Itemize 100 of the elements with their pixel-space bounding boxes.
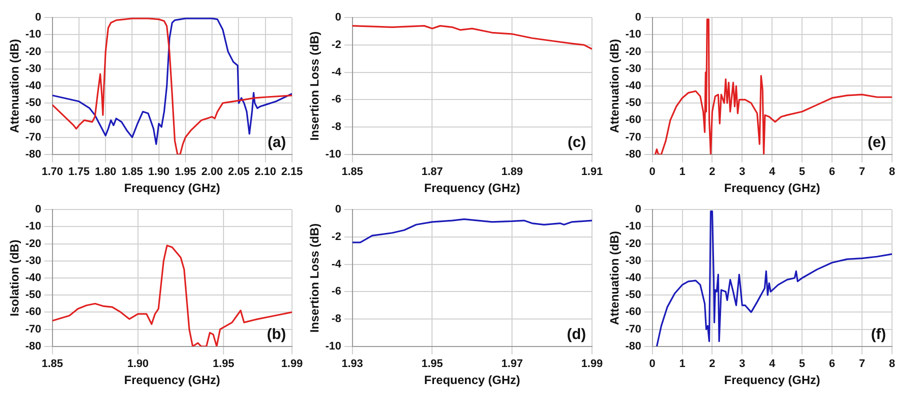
- x-tick-label: 2: [709, 358, 716, 370]
- x-tick-label: 3: [739, 166, 746, 178]
- y-tick-label: -30: [625, 62, 642, 75]
- x-axis-title: Frequency (GHz): [124, 373, 220, 388]
- y-tick-label: -50: [25, 97, 42, 110]
- x-tick-label: 0: [649, 166, 656, 178]
- y-tick-label: -10: [625, 220, 642, 233]
- y-tick-label: -70: [25, 323, 42, 336]
- y-tick-label: -10: [325, 148, 342, 160]
- x-tick-label: 1.95: [174, 166, 196, 178]
- x-axis-title: Frequency (GHz): [124, 181, 220, 196]
- y-tick-label: -40: [25, 80, 42, 92]
- x-axis-title: Frequency (GHz): [424, 373, 520, 388]
- x-tick-label: 2.00: [201, 166, 223, 178]
- y-tick-label: -20: [25, 238, 42, 250]
- x-tick-label: 1.85: [121, 166, 143, 178]
- y-tick-label: -20: [625, 238, 642, 250]
- y-tick-label: -80: [25, 340, 42, 352]
- x-tick-label: 2.10: [254, 166, 276, 178]
- x-tick-label: 3: [739, 358, 746, 370]
- y-tick-label: -70: [625, 131, 642, 144]
- y-tick-label: -4: [332, 258, 342, 270]
- y-tick-label: -8: [332, 121, 342, 134]
- x-tick-label: 1.89: [501, 166, 523, 178]
- y-axis-title: Insertion Loss (dB): [308, 223, 322, 333]
- x-tick-label: 1.99: [281, 358, 303, 370]
- x-tick-label: 1.95: [212, 358, 234, 370]
- annotation: (a): [268, 134, 286, 152]
- y-tick-label: -70: [25, 131, 42, 144]
- y-tick-label: -20: [625, 46, 642, 58]
- x-tick-label: 1.95: [421, 358, 443, 370]
- y-tick-label: -40: [625, 80, 642, 92]
- x-tick-label: 8: [888, 166, 896, 178]
- y-tick-label: 0: [35, 204, 42, 216]
- x-tick-label: 2.05: [228, 166, 250, 178]
- x-tick-label: 7: [858, 166, 866, 178]
- y-tick-label: -6: [332, 94, 342, 106]
- y-tick-label: -50: [25, 289, 42, 302]
- y-axis-title: Insertion Loss (dB): [308, 31, 322, 141]
- x-tick-label: 1.97: [501, 358, 523, 370]
- y-tick-label: 0: [635, 204, 642, 216]
- x-tick-label: 2: [709, 166, 716, 178]
- x-tick-label: 1.90: [148, 166, 170, 178]
- x-tick-label: 8: [888, 358, 896, 370]
- x-tick-label: 1.93: [342, 358, 364, 370]
- x-tick-label: 1: [679, 358, 686, 370]
- y-tick-label: -10: [325, 340, 342, 352]
- x-tick-label: 1.85: [342, 166, 364, 178]
- y-tick-label: -70: [625, 323, 642, 336]
- y-tick-label: -60: [25, 114, 42, 126]
- x-tick-label: 4: [769, 166, 776, 178]
- x-tick-label: 1.85: [42, 358, 64, 370]
- y-tick-label: -10: [25, 220, 42, 233]
- x-tick-label: 1.75: [68, 166, 90, 178]
- x-tick-label: 5: [799, 166, 806, 178]
- x-tick-label: 0: [649, 358, 656, 370]
- y-tick-label: 0: [335, 204, 342, 216]
- y-tick-label: -30: [625, 254, 642, 267]
- y-tick-label: -80: [25, 148, 42, 160]
- y-tick-label: 0: [635, 12, 642, 24]
- x-tick-label: 6: [829, 166, 836, 178]
- y-tick-label: -8: [332, 313, 342, 326]
- x-tick-label: 6: [829, 358, 836, 370]
- y-tick-label: -2: [332, 38, 342, 51]
- y-tick-label: -6: [332, 286, 342, 298]
- x-tick-label: 1.80: [94, 166, 116, 178]
- x-tick-label: 2.15: [281, 166, 303, 178]
- y-tick-label: -40: [625, 272, 642, 284]
- x-tick-label: 1.91: [581, 166, 603, 178]
- x-axis-title: Frequency (GHz): [724, 181, 820, 196]
- y-axis-title: Attenuation (dB): [608, 231, 622, 325]
- annotation: (b): [266, 326, 286, 344]
- annotation: (f): [871, 326, 886, 344]
- y-tick-label: -20: [25, 46, 42, 58]
- annotation: (c): [568, 134, 586, 152]
- y-tick-label: -50: [625, 97, 642, 110]
- y-tick-label: -10: [25, 28, 42, 41]
- x-tick-label: 1.99: [581, 358, 603, 370]
- y-tick-label: -40: [25, 272, 42, 284]
- y-axis-title: Attenuation (dB): [608, 39, 622, 133]
- x-tick-label: 1: [679, 166, 686, 178]
- annotation: (e): [868, 134, 886, 152]
- x-tick-label: 5: [799, 358, 806, 370]
- x-axis-title: Frequency (GHz): [424, 181, 520, 196]
- y-tick-label: 0: [35, 12, 42, 24]
- y-axis-title: Attenuation (dB): [8, 39, 22, 133]
- x-tick-label: 4: [769, 358, 776, 370]
- y-tick-label: -50: [625, 289, 642, 302]
- y-tick-label: -2: [332, 230, 342, 243]
- y-tick-label: -80: [625, 148, 642, 160]
- x-tick-label: 1.87: [421, 166, 443, 178]
- y-tick-label: -60: [25, 306, 42, 318]
- y-tick-label: -60: [625, 114, 642, 126]
- x-axis-title: Frequency (GHz): [724, 373, 820, 388]
- x-tick-label: 1.70: [42, 166, 64, 178]
- y-tick-label: -30: [25, 62, 42, 75]
- y-tick-label: -4: [332, 66, 342, 78]
- x-tick-label: 1.90: [127, 358, 149, 370]
- annotation: (d): [566, 326, 586, 344]
- y-tick-label: -30: [25, 254, 42, 267]
